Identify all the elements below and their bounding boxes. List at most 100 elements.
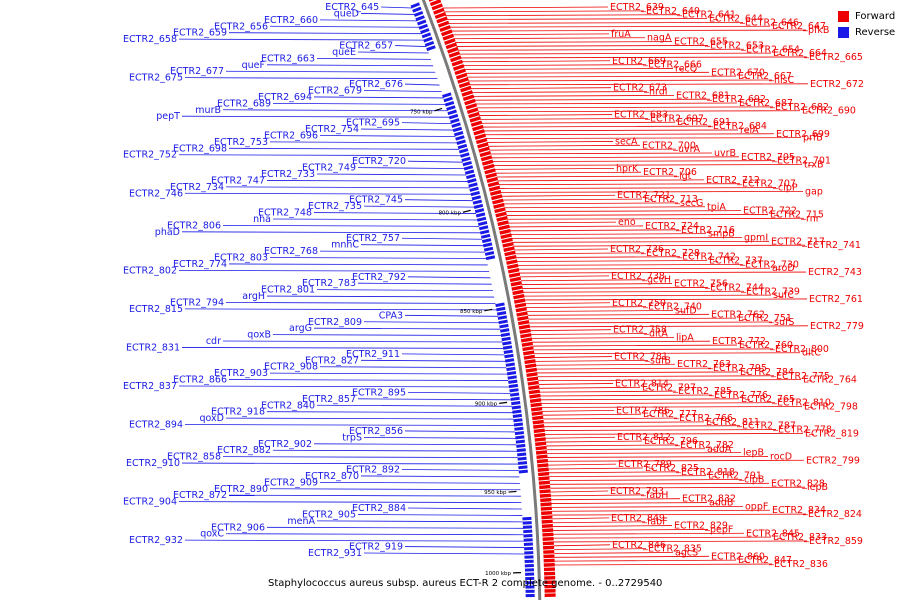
reverse-gene-feature — [461, 156, 471, 163]
forward-gene-feature — [541, 523, 554, 529]
forward-leader-line — [544, 429, 777, 431]
forward-gene-feature — [513, 294, 525, 300]
forward-gene-label: ECTR2_779 — [810, 321, 864, 332]
forward-leader-line — [554, 555, 710, 558]
forward-gene-label: ECTR2_715 — [770, 209, 824, 220]
reverse-gene-feature — [506, 366, 516, 372]
forward-gene-label: ECTR2_717 — [771, 236, 825, 247]
forward-gene-feature — [511, 285, 523, 291]
forward-gene-label: ECTR2_812 — [617, 432, 671, 443]
forward-leader-line — [481, 121, 676, 124]
forward-leader-line — [484, 133, 775, 136]
forward-gene-label: tpiA — [707, 202, 726, 213]
reverse-gene-feature — [416, 19, 427, 26]
forward-gene-feature — [533, 428, 545, 434]
reverse-gene-feature — [426, 45, 436, 52]
forward-gene-feature — [541, 515, 553, 520]
reverse-leader-line — [357, 282, 492, 285]
forward-leader-line — [480, 118, 649, 120]
reverse-leader-line — [407, 276, 491, 279]
reverse-gene-feature — [513, 418, 523, 423]
forward-leader-line — [533, 348, 774, 351]
forward-gene-label: ECTR2_750 — [612, 298, 666, 309]
forward-leader-line — [527, 313, 710, 316]
forward-gene-feature — [450, 55, 462, 63]
forward-gene-label: ECTR2_730 — [745, 259, 799, 270]
legend-label-forward: Forward — [855, 10, 896, 22]
forward-gene-feature — [441, 29, 453, 37]
reverse-gene-label: ECTR2_783 — [302, 278, 356, 289]
reverse-gene-label: ECTR2_856 — [349, 426, 403, 437]
forward-gene-feature — [522, 350, 535, 356]
reverse-gene-label: ECTR2_735 — [308, 201, 362, 212]
forward-leader-line — [540, 394, 713, 397]
reverse-gene-label: ECTR2_894 — [129, 420, 183, 431]
forward-gene-feature — [479, 150, 492, 158]
forward-leader-line — [551, 498, 681, 501]
forward-gene-feature — [502, 241, 514, 248]
forward-gene-label: ECTR2_684 — [713, 121, 767, 132]
forward-gene-label: ECTR2_859 — [809, 536, 863, 547]
forward-leader-line — [475, 102, 738, 105]
reverse-gene-label: ECTR2_857 — [302, 394, 356, 405]
forward-gene-feature — [534, 432, 546, 438]
forward-leader-line — [450, 29, 807, 32]
forward-gene-feature — [540, 497, 552, 503]
reverse-gene-feature — [421, 32, 432, 39]
forward-leader-line — [487, 141, 614, 143]
forward-gene-feature — [483, 163, 495, 171]
forward-gene-label: relA — [740, 125, 759, 136]
forward-leader-line — [490, 152, 713, 155]
forward-leader-line — [512, 240, 770, 243]
reverse-gene-label: ECTR2_905 — [302, 509, 356, 520]
forward-gene-feature — [493, 202, 505, 209]
forward-leader-line — [476, 106, 774, 109]
reverse-gene-feature — [516, 448, 526, 453]
forward-gene-label: ECTR2_644 — [709, 14, 763, 25]
reverse-leader-line — [272, 218, 478, 221]
forward-gene-feature — [470, 120, 483, 127]
forward-leader-line — [524, 294, 772, 297]
reverse-leader-line — [357, 51, 429, 54]
reverse-leader-line — [316, 173, 467, 176]
reverse-gene-feature — [446, 105, 456, 111]
reverse-gene-label: ECTR2_792 — [352, 272, 406, 283]
forward-gene-label: pepF — [710, 524, 733, 535]
forward-leader-line — [554, 548, 647, 551]
forward-gene-feature — [542, 532, 554, 537]
forward-gene-label: eno — [618, 217, 636, 228]
reverse-gene-feature — [452, 126, 463, 133]
forward-gene-feature — [488, 185, 501, 192]
forward-leader-line — [539, 390, 677, 393]
forward-gene-label: ECTR2_829 — [674, 521, 728, 532]
forward-leader-line — [486, 137, 802, 140]
reverse-gene-label: ECTR2_890 — [214, 484, 268, 495]
forward-gene-label: ECTR2_712 — [706, 175, 760, 186]
forward-gene-feature — [513, 298, 526, 304]
forward-leader-line — [529, 325, 809, 328]
forward-gene-label: ECTR2_700 — [642, 140, 696, 151]
reverse-gene-label: ECTR2_694 — [258, 92, 312, 103]
forward-gene-feature — [475, 137, 488, 145]
forward-leader-line — [507, 217, 805, 220]
forward-gene-label: ECTR2_810 — [777, 398, 831, 409]
reverse-gene-feature — [522, 521, 532, 525]
forward-gene-feature — [457, 77, 469, 84]
reverse-leader-line — [404, 430, 515, 433]
forward-gene-label: ECTR2_707 — [742, 179, 796, 190]
forward-leader-line — [547, 456, 769, 458]
gene-labels: ECTR2_639ECTR2_640ECTR2_641ECTR2_644ECTR… — [123, 2, 864, 570]
forward-leader-line — [459, 52, 772, 55]
forward-gene-feature — [510, 281, 523, 287]
reverse-gene-label: ECTR2_909 — [264, 477, 318, 488]
forward-gene-label: ECTR2_849 — [611, 513, 665, 524]
reverse-leader-line — [272, 102, 446, 105]
forward-gene-label: ECTR2_641 — [682, 10, 736, 21]
forward-gene-label: recQ — [675, 63, 697, 74]
forward-gene-label: ECTR2_682 — [775, 102, 829, 113]
forward-gene-label: ECTR2_846 — [612, 540, 666, 551]
forward-gene-label: lgt — [679, 171, 692, 182]
forward-leader-line — [468, 79, 773, 82]
reverse-gene-label: ECTR2_747 — [211, 175, 265, 186]
